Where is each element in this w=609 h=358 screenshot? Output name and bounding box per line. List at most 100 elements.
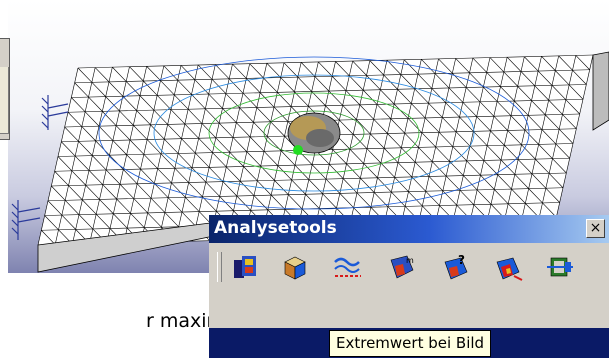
mesh-edge: [297, 76, 312, 92]
mesh-edge: [537, 70, 553, 86]
mesh-edge: [387, 133, 402, 149]
mesh-edge: [115, 125, 131, 141]
mesh-edge: [521, 144, 536, 160]
mesh-edge: [472, 57, 487, 73]
deformation-button[interactable]: [333, 252, 363, 282]
mesh-edge: [208, 93, 223, 109]
mesh-edge: [404, 132, 419, 148]
mesh-edge: [408, 191, 423, 207]
mesh-edge: [514, 174, 529, 189]
mesh-edge: [500, 86, 515, 102]
mesh-edge: [506, 56, 522, 72]
mesh-edge: [551, 85, 567, 100]
mesh-edge: [486, 145, 502, 161]
mesh-plate[interactable]: [8, 0, 609, 273]
mesh-edge: [445, 175, 461, 191]
mesh-edge: [92, 155, 107, 171]
mesh-edge: [270, 121, 285, 137]
mesh-edge: [555, 143, 570, 159]
mesh-edge: [126, 154, 141, 170]
mesh-edge: [575, 55, 590, 70]
mesh-edge: [476, 116, 491, 132]
close-icon: ×: [589, 220, 602, 236]
mesh-edge: [401, 147, 416, 163]
mesh-edge: [105, 96, 120, 112]
mesh-edge: [349, 148, 364, 164]
mesh-edge: [548, 99, 563, 115]
mesh-edge: [342, 105, 357, 120]
mesh-edge: [133, 125, 148, 140]
load-marker: [293, 145, 303, 155]
mesh-edge: [119, 110, 134, 126]
mesh-edge: [360, 177, 375, 193]
info-button[interactable]: ?: [441, 252, 471, 282]
mesh-edge: [558, 128, 574, 144]
mesh-edge: [119, 184, 135, 199]
cut-plane-icon: [547, 257, 573, 277]
mesh-edge: [256, 107, 271, 123]
mesh-edge: [380, 89, 395, 105]
mesh-edge: [61, 214, 76, 230]
animate-button[interactable]: [494, 252, 524, 282]
mesh-edge: [77, 67, 93, 83]
mesh-edge: [294, 164, 310, 180]
mesh-edge: [174, 168, 189, 183]
mesh-edge: [524, 56, 539, 72]
mesh-edge: [514, 100, 529, 116]
clamp-symbol-bottom: [11, 200, 41, 240]
mesh-edge: [463, 175, 478, 191]
mesh-edge: [177, 79, 192, 95]
close-button[interactable]: ×: [586, 219, 605, 238]
mesh-edge: [504, 145, 519, 160]
mesh-edge: [259, 92, 275, 108]
mesh-edge: [325, 178, 341, 194]
mesh-edge: [311, 91, 326, 106]
mesh-edge: [435, 146, 450, 162]
mesh-edge: [68, 185, 83, 201]
mesh-edge: [541, 56, 556, 71]
mesh-edge: [143, 80, 158, 96]
mesh-edge: [226, 166, 241, 182]
mesh-edge: [123, 169, 138, 185]
mesh-edge: [291, 179, 306, 195]
viewport-3d[interactable]: [8, 0, 609, 273]
mesh-edge: [431, 88, 446, 103]
mesh-edge: [428, 102, 443, 118]
mesh-edge: [177, 153, 193, 168]
mesh-edge: [102, 184, 117, 200]
mesh-edge: [71, 170, 86, 186]
mesh-edge: [314, 76, 330, 92]
mesh-edge: [332, 149, 347, 165]
mesh-edge: [202, 196, 217, 212]
toolbar-grip-handle[interactable]: [217, 252, 222, 282]
mesh-edge: [150, 197, 166, 213]
mesh-edge: [294, 91, 309, 107]
display-cube-button[interactable]: [279, 252, 309, 282]
partial-dialog-panel: [0, 67, 9, 134]
mesh-edge: [490, 130, 505, 146]
info-icon: ?: [444, 253, 468, 280]
mesh-edge: [400, 74, 415, 90]
mesh-edge: [390, 118, 405, 134]
image-layout-button[interactable]: [231, 252, 261, 282]
mesh-edge: [191, 167, 207, 183]
mesh-edge: [534, 85, 549, 101]
mesh-edge: [503, 71, 518, 87]
toolbar-titlebar[interactable]: Analysetools ×: [209, 215, 609, 243]
mesh-edge: [308, 179, 323, 195]
mesh-edge: [411, 176, 426, 192]
mesh-edge: [520, 71, 536, 87]
mesh-edge: [64, 126, 79, 142]
plate-right-face: [592, 51, 609, 131]
mesh-edge: [263, 151, 279, 166]
mesh-edge: [146, 66, 161, 81]
mesh-edge: [527, 115, 543, 130]
mesh-edge: [318, 61, 333, 77]
extremum-button[interactable]: m: [387, 252, 417, 282]
mesh-edge: [99, 199, 114, 214]
cut-plane-button[interactable]: [545, 252, 575, 282]
mesh-edge: [136, 183, 152, 199]
mesh-edge: [280, 150, 296, 166]
mesh-edge: [125, 81, 141, 96]
mesh-edge: [507, 130, 522, 146]
